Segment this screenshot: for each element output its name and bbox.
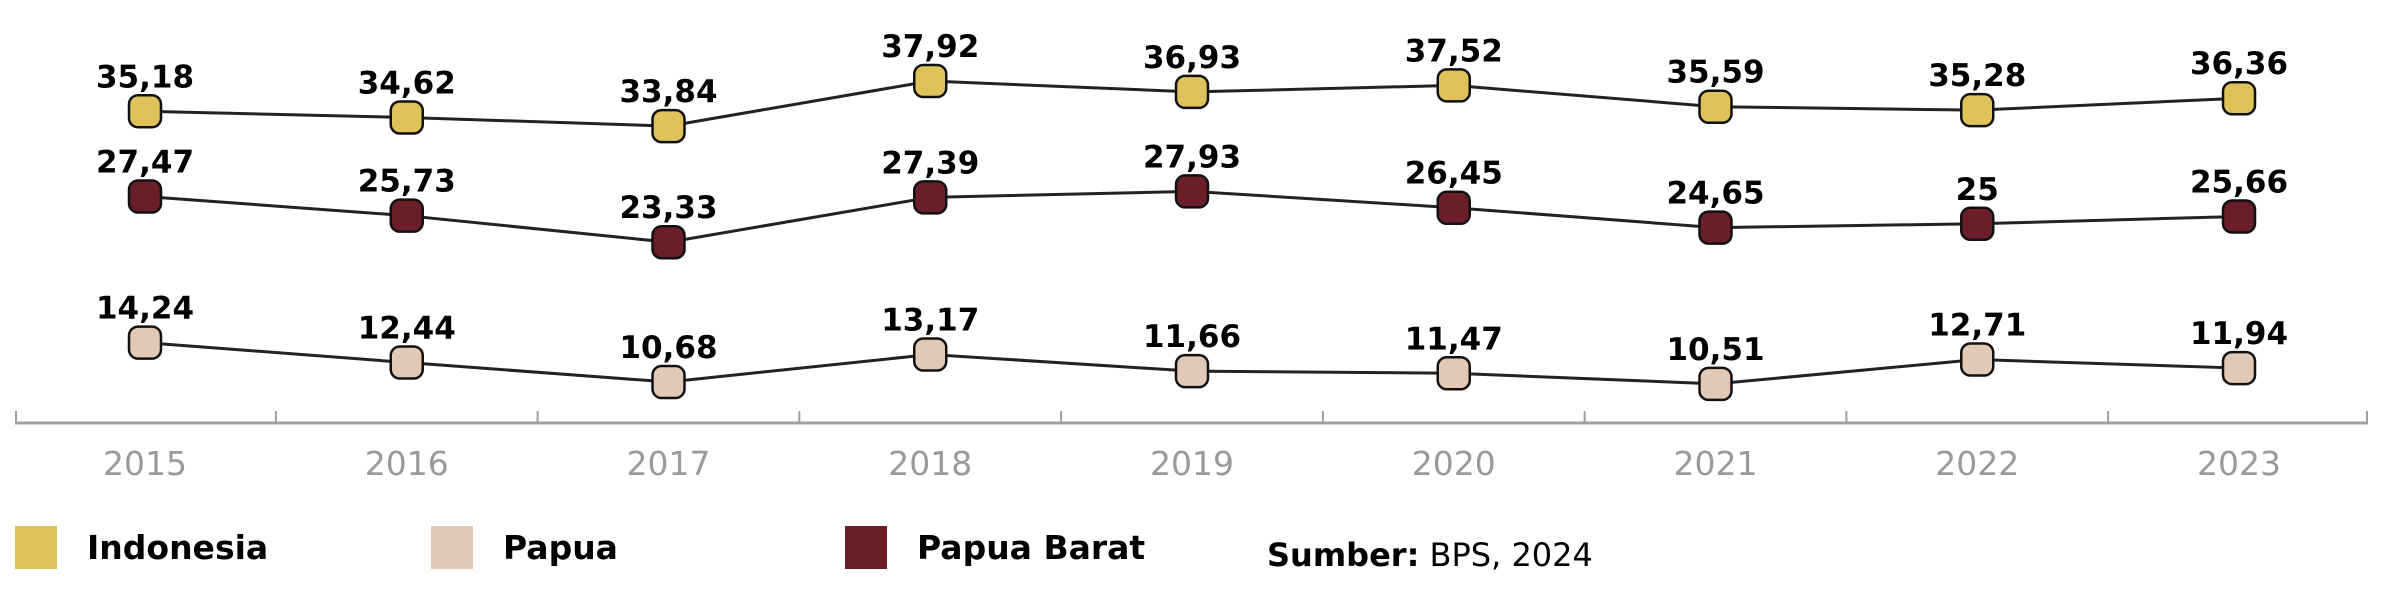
data-point-papua <box>1436 356 1471 391</box>
legend-label: Papua Barat <box>917 527 1146 567</box>
x-tick-label: 2019 <box>1150 444 1234 483</box>
data-point-indonesia <box>651 108 686 144</box>
data-point-papua <box>389 345 424 380</box>
data-point-papua <box>127 325 163 360</box>
data-point-indonesia <box>127 94 163 129</box>
data-point-papua-barat <box>1174 174 1210 209</box>
legend-swatch <box>845 525 887 569</box>
data-point-papua-barat <box>2221 199 2257 234</box>
data-label-papua-barat: 23,33 <box>619 190 717 226</box>
data-label-indonesia: 36,36 <box>2190 46 2288 82</box>
data-point-papua <box>1174 353 1210 389</box>
data-label-papua: 14,24 <box>96 291 194 327</box>
data-point-indonesia <box>913 63 948 99</box>
data-label-papua: 13,17 <box>881 302 979 338</box>
legend-swatch <box>15 525 57 569</box>
data-label-papua-barat: 27,47 <box>96 144 194 180</box>
data-point-papua-barat <box>389 198 424 233</box>
data-label-indonesia: 37,52 <box>1405 33 1503 69</box>
data-point-papua-barat <box>127 179 163 214</box>
legend-swatch <box>431 525 473 569</box>
data-point-papua-barat <box>1436 190 1471 225</box>
data-label-papua: 10,51 <box>1666 332 1764 368</box>
source-text: BPS, 2024 <box>1419 536 1593 574</box>
data-point-indonesia <box>1698 89 1733 124</box>
data-label-papua-barat: 25,73 <box>358 164 456 200</box>
x-tick-label: 2023 <box>2197 444 2281 483</box>
data-label-papua-barat: 26,45 <box>1405 156 1503 192</box>
line-chart: 2015 2016 2017 2018 2019 2020 2021 2022 2023 35,1… <box>15 29 2368 483</box>
data-label-papua-barat: 25 <box>1956 172 1999 208</box>
data-point-papua <box>1698 366 1733 402</box>
data-label-indonesia: 35,28 <box>1928 58 2026 94</box>
data-point-papua-barat <box>913 180 948 215</box>
data-label-papua: 12,71 <box>1928 308 2026 344</box>
data-label-papua: 12,44 <box>358 311 456 347</box>
data-label-papua-barat: 24,65 <box>1666 176 1764 212</box>
source-note: Sumber: BPS, 2024 <box>1267 536 1593 574</box>
data-label-indonesia: 33,84 <box>619 74 717 110</box>
data-label-indonesia: 36,93 <box>1143 40 1241 76</box>
data-label-papua-barat: 25,66 <box>2190 164 2288 200</box>
data-point-papua <box>651 364 686 400</box>
legend-item-papua: Papua <box>431 525 618 569</box>
data-label-papua: 11,66 <box>1143 319 1241 355</box>
data-point-indonesia <box>389 100 424 135</box>
legend-item-indonesia: Indonesia <box>15 525 268 569</box>
source-label: Sumber: <box>1267 536 1420 574</box>
data-label-indonesia: 35,18 <box>96 59 194 95</box>
x-tick-label: 2022 <box>1935 444 2019 483</box>
data-label-papua-barat: 27,93 <box>1143 139 1241 175</box>
data-point-papua <box>2221 350 2257 386</box>
data-point-papua <box>913 337 948 372</box>
x-tick-label: 2017 <box>627 444 711 483</box>
data-label-indonesia: 37,92 <box>881 29 979 65</box>
data-point-papua-barat <box>651 224 686 260</box>
data-point-papua <box>1960 342 1995 377</box>
data-point-indonesia <box>1174 74 1210 110</box>
data-point-indonesia <box>2221 80 2257 116</box>
data-label-indonesia: 34,62 <box>358 65 456 101</box>
legend-label: Indonesia <box>87 527 269 567</box>
x-tick-label: 2016 <box>365 444 449 483</box>
legend-label: Papua <box>503 527 618 567</box>
data-point-papua-barat <box>1960 206 1995 241</box>
data-point-papua-barat <box>1698 210 1733 245</box>
data-label-indonesia: 35,59 <box>1666 55 1764 91</box>
data-point-indonesia <box>1436 68 1471 103</box>
data-label-papua-barat: 27,39 <box>881 145 979 181</box>
data-label-papua: 10,68 <box>619 330 717 366</box>
data-label-papua: 11,47 <box>1405 321 1503 357</box>
data-point-indonesia <box>1960 92 1995 128</box>
data-label-papua: 11,94 <box>2190 316 2288 352</box>
x-tick-label: 2020 <box>1412 444 1496 483</box>
legend-item-papua-barat: Papua Barat <box>845 525 1145 569</box>
x-tick-label: 2015 <box>103 444 187 483</box>
x-tick-label: 2021 <box>1674 444 1758 483</box>
x-tick-label: 2018 <box>888 444 972 483</box>
